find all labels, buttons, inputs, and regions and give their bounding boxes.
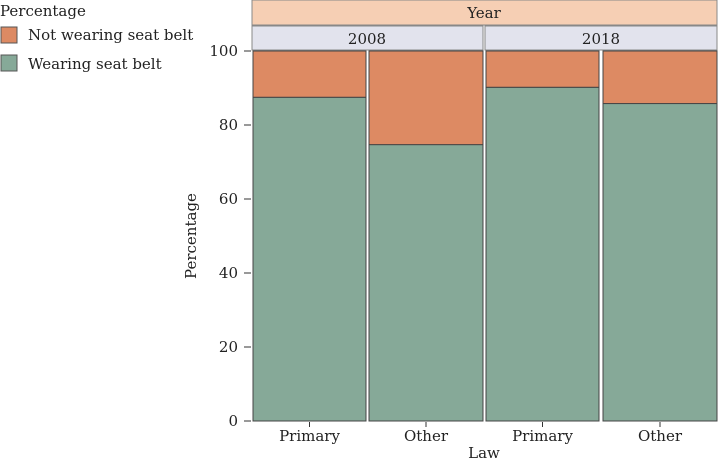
bar-not-wearing-2008-primary bbox=[252, 50, 367, 98]
bar-wearing-2008-primary bbox=[252, 96, 367, 422]
legend-swatch-wearing bbox=[0, 54, 18, 72]
y-axis: 0 20 40 60 80 100 bbox=[209, 42, 251, 430]
x-axis-title: Law bbox=[468, 444, 500, 461]
x-tick-label-2008-other: Other bbox=[404, 427, 449, 445]
y-tick-label-60: 60 bbox=[219, 190, 238, 208]
legend-swatch-not-wearing bbox=[0, 26, 18, 44]
bars bbox=[252, 50, 718, 422]
legend-label-not-wearing: Not wearing seat belt bbox=[28, 26, 193, 44]
y-axis-title: Percentage bbox=[182, 193, 200, 279]
legend: Percentage Not wearing seat belt Wearing… bbox=[0, 2, 193, 73]
strip-panel-2018-label: 2018 bbox=[582, 30, 620, 48]
legend-label-wearing: Wearing seat belt bbox=[28, 55, 162, 73]
strips: Year 2008 2018 bbox=[251, 0, 718, 51]
y-tick-label-20: 20 bbox=[219, 338, 238, 356]
bar-wearing-2018-primary bbox=[485, 86, 600, 422]
x-tick-label-2018-other: Other bbox=[638, 427, 683, 445]
x-tick-label-2018-primary: Primary bbox=[512, 427, 573, 445]
legend-title: Percentage bbox=[0, 2, 86, 20]
bar-not-wearing-2008-other bbox=[368, 50, 484, 146]
bar-wearing-2008-other bbox=[368, 144, 484, 422]
strip-panel-2008-label: 2008 bbox=[348, 30, 386, 48]
bar-wearing-2018-other bbox=[602, 103, 718, 422]
y-tick-label-0: 0 bbox=[228, 412, 238, 430]
strip-panel-2008-bg bbox=[251, 25, 484, 51]
bar-not-wearing-2018-other bbox=[602, 50, 718, 105]
x-axis: Primary Other Primary Other bbox=[279, 422, 683, 445]
strip-year-bg bbox=[251, 0, 718, 26]
strip-panel-2018-bg bbox=[484, 25, 718, 51]
y-tick-label-80: 80 bbox=[219, 116, 238, 134]
strip-year-label: Year bbox=[466, 4, 501, 22]
bar-not-wearing-2018-primary bbox=[485, 50, 600, 88]
x-tick-label-2008-primary: Primary bbox=[279, 427, 340, 445]
y-tick-label-100: 100 bbox=[209, 42, 238, 60]
y-tick-label-40: 40 bbox=[219, 264, 238, 282]
